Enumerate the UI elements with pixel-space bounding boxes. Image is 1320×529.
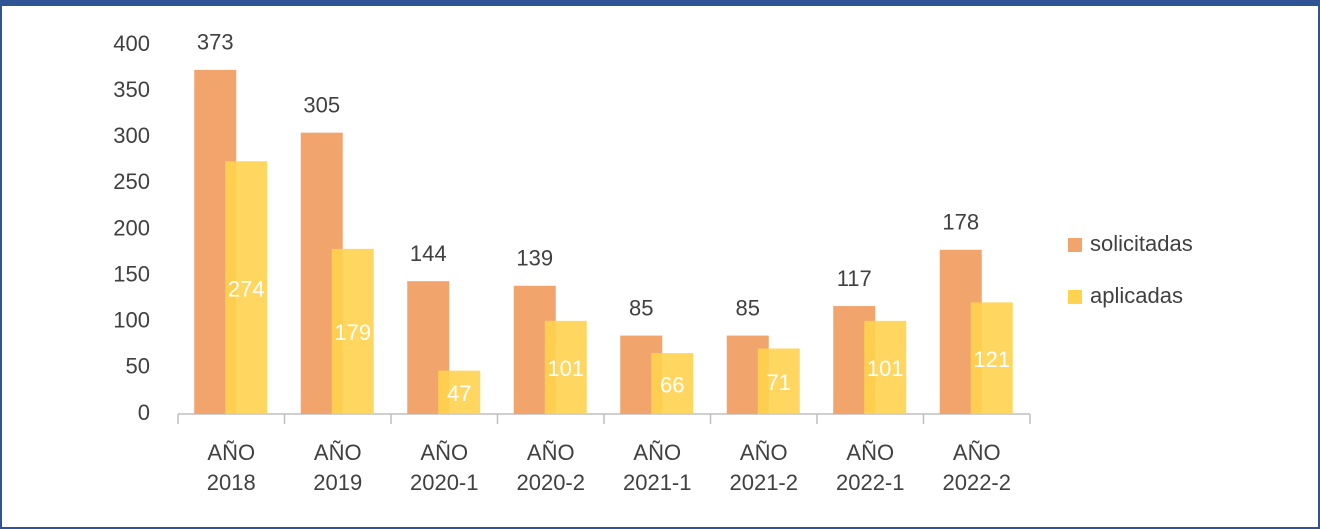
data-label: 66 — [660, 372, 684, 397]
y-tick-label: 250 — [113, 169, 150, 194]
bar — [544, 320, 587, 414]
data-label: 274 — [228, 276, 265, 301]
legend-swatch — [1068, 290, 1082, 304]
data-label: 71 — [767, 370, 791, 395]
bar — [757, 348, 800, 414]
y-tick-label: 200 — [113, 215, 150, 240]
x-tick-label: AÑO 2019 — [313, 440, 363, 495]
data-label: 101 — [867, 356, 904, 381]
y-tick-label: 100 — [113, 308, 150, 333]
y-tick-label: 400 — [113, 31, 150, 56]
legend-swatch — [1068, 238, 1082, 252]
x-tick-label: AÑO 2022-1 — [835, 440, 905, 495]
y-tick-label: 50 — [126, 354, 150, 379]
bar — [864, 320, 907, 414]
x-tick-label: AÑO 2021-2 — [729, 440, 798, 495]
y-tick-label: 0 — [138, 400, 150, 425]
bar — [651, 353, 694, 414]
legend-label: solicitadas — [1090, 231, 1193, 256]
x-tick-label: AÑO 2022-2 — [942, 440, 1011, 495]
data-label: 144 — [410, 241, 447, 266]
y-tick-label: 300 — [113, 123, 150, 148]
y-tick-label: 350 — [113, 77, 150, 102]
bar — [331, 248, 374, 414]
data-label: 178 — [942, 210, 979, 235]
data-label: 179 — [334, 320, 371, 345]
data-label: 85 — [736, 295, 760, 320]
bar — [438, 370, 481, 414]
data-label: 101 — [547, 356, 584, 381]
bar — [225, 161, 268, 414]
data-label: 121 — [973, 347, 1010, 372]
x-tick-label: AÑO 2020-2 — [516, 440, 585, 495]
legend-label: aplicadas — [1090, 283, 1183, 308]
bar — [970, 302, 1013, 414]
data-label: 139 — [516, 246, 553, 271]
data-label: 373 — [197, 30, 234, 55]
data-label: 117 — [837, 266, 872, 291]
x-tick-label: AÑO 2021-1 — [622, 440, 692, 495]
x-tick-label: AÑO 2020-1 — [409, 440, 479, 495]
data-label: 305 — [303, 92, 340, 117]
data-label: 85 — [629, 295, 653, 320]
x-tick-label: AÑO 2018 — [206, 440, 256, 495]
y-tick-label: 150 — [113, 261, 150, 286]
data-label: 47 — [447, 381, 471, 406]
